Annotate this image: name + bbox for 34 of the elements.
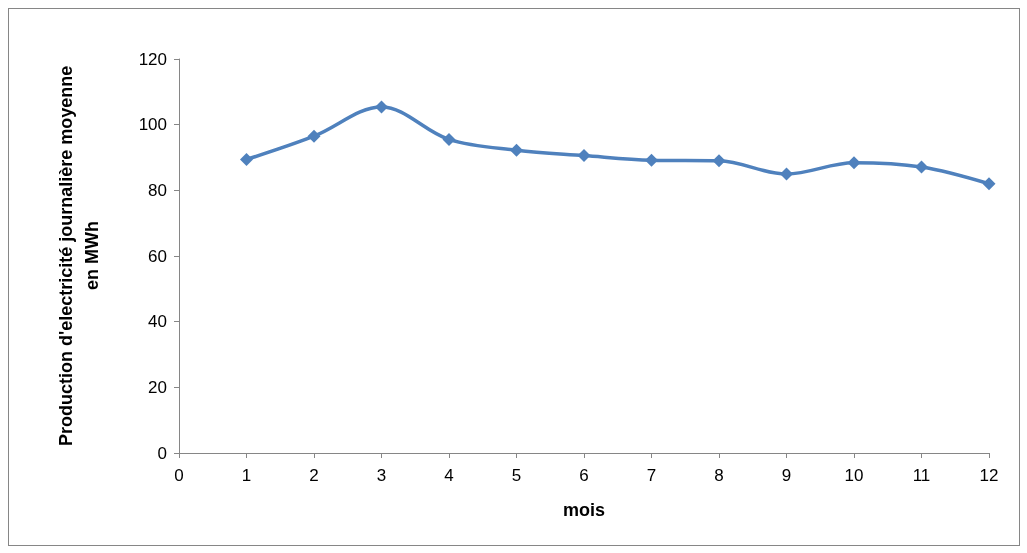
point <box>982 177 996 191</box>
y-axis-title: Production d'electricité journalière moyenne en MWh <box>55 64 103 449</box>
x-tick-label: 7 <box>646 466 657 485</box>
point <box>375 100 388 114</box>
x-tick-label: 0 <box>174 466 184 485</box>
x-axis-title: mois <box>562 500 606 520</box>
x-tick-label: 8 <box>714 466 724 485</box>
y-tick-label: 60 <box>148 246 167 266</box>
y-tick-label: 20 <box>148 377 167 397</box>
x-tick-label: 11 <box>912 466 931 485</box>
point <box>307 129 321 143</box>
point <box>577 149 591 163</box>
point <box>510 143 523 157</box>
point <box>442 132 456 146</box>
x-tick-label: 10 <box>844 466 864 485</box>
x-tick-label: 5 <box>511 466 522 485</box>
point <box>712 154 726 168</box>
y-tick-label: 120 <box>138 49 167 69</box>
y-tick-label: 0 <box>157 443 167 463</box>
x-tick-label: 9 <box>781 466 792 485</box>
x-tick-label: 1 <box>241 466 252 485</box>
point <box>645 153 658 167</box>
x-tick-label: 12 <box>979 466 999 485</box>
x-tick-label: 2 <box>309 466 319 485</box>
y-tick-label: 100 <box>138 115 167 135</box>
point <box>780 167 793 181</box>
y-tick-label: 80 <box>148 180 167 200</box>
x-tick-label: 3 <box>376 466 387 485</box>
x-tick-label: 6 <box>579 466 589 485</box>
y-tick-label: 40 <box>148 312 167 332</box>
point <box>847 156 861 170</box>
x-tick-label: 4 <box>444 466 454 485</box>
point <box>915 160 928 174</box>
point <box>240 152 253 166</box>
